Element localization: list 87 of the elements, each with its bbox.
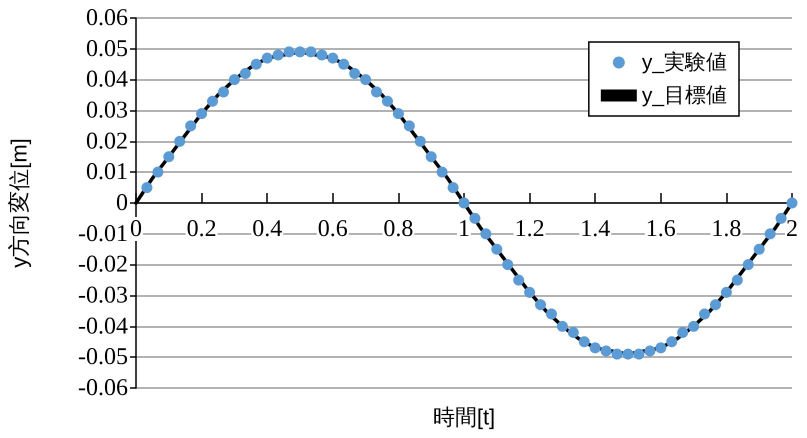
y-tick-label: 0.03	[86, 98, 128, 124]
x-tick-label: 1.8	[711, 216, 742, 242]
point	[677, 327, 688, 338]
point	[404, 120, 415, 132]
point	[742, 259, 754, 270]
x-tick-label: 1	[458, 216, 470, 242]
point	[524, 286, 536, 298]
point	[754, 244, 765, 255]
x-tick-label: 0.4	[252, 216, 282, 242]
y-tick-label: 0	[116, 190, 128, 216]
y-axis-title: y方向変位[m]	[6, 138, 32, 268]
y-tick-label: 0.02	[86, 128, 128, 154]
point	[622, 348, 634, 360]
point	[426, 151, 437, 162]
x-tick-label: 1.2	[514, 216, 545, 242]
point	[262, 52, 273, 64]
y-tick-label: -0.03	[78, 282, 128, 308]
y-tick-label: -0.04	[78, 313, 128, 340]
x-tick-label: 1.4	[580, 216, 610, 242]
x-tick-label: 0.2	[186, 216, 217, 242]
point	[590, 342, 601, 354]
point	[174, 136, 186, 147]
point	[294, 46, 306, 58]
point	[218, 86, 229, 98]
y-tick-label: 0.05	[86, 36, 128, 62]
y-tick-label: -0.06	[78, 375, 128, 401]
point	[305, 46, 316, 58]
point	[644, 346, 656, 356]
point	[228, 74, 240, 86]
point	[414, 136, 426, 147]
point	[786, 198, 798, 208]
point	[207, 96, 218, 107]
x-tick-label: 2	[786, 216, 798, 242]
x-axis-title: 時間[t]	[432, 404, 496, 430]
point	[732, 274, 743, 286]
point	[480, 228, 492, 240]
point	[546, 308, 557, 320]
point	[568, 327, 579, 338]
point	[699, 308, 710, 320]
y-tick-label: -0.01	[78, 220, 128, 247]
point	[382, 96, 393, 107]
y-tick-label: 0.01	[86, 159, 128, 186]
point	[578, 336, 590, 348]
x-tick-label: 0.8	[383, 216, 414, 242]
legend-label: y_目標値	[642, 84, 728, 107]
point	[371, 86, 382, 98]
point	[513, 274, 524, 286]
point	[666, 336, 678, 348]
point	[556, 320, 568, 332]
x-tick-label: 0.6	[318, 216, 348, 242]
point	[327, 52, 338, 64]
point	[491, 244, 502, 255]
point	[338, 58, 350, 70]
point	[600, 346, 612, 356]
point	[458, 198, 470, 208]
point	[720, 286, 732, 298]
x-tick-label: 1.6	[646, 216, 676, 242]
point	[185, 120, 196, 132]
point	[360, 74, 372, 86]
point	[469, 212, 480, 224]
point	[272, 50, 284, 60]
point	[250, 58, 262, 70]
point	[688, 320, 700, 332]
point	[436, 166, 448, 178]
y-tick-label: 0.04	[86, 66, 128, 93]
point	[316, 50, 328, 60]
point	[349, 68, 360, 79]
point	[448, 182, 459, 194]
point	[240, 68, 251, 79]
point	[392, 108, 404, 120]
point	[710, 299, 721, 310]
point	[764, 228, 776, 240]
point	[535, 299, 546, 310]
point	[612, 348, 623, 360]
point	[502, 259, 514, 270]
point	[196, 108, 208, 120]
y-tick-label: -0.02	[78, 252, 128, 278]
point	[152, 166, 164, 178]
point	[655, 342, 666, 354]
y-tick-label: -0.05	[78, 344, 128, 370]
point	[141, 182, 152, 194]
point	[284, 46, 295, 58]
point	[776, 212, 787, 224]
point	[633, 348, 644, 360]
legend-label: y_実験値	[642, 51, 728, 74]
y-tick-label: 0.06	[86, 5, 128, 31]
point	[163, 151, 174, 162]
